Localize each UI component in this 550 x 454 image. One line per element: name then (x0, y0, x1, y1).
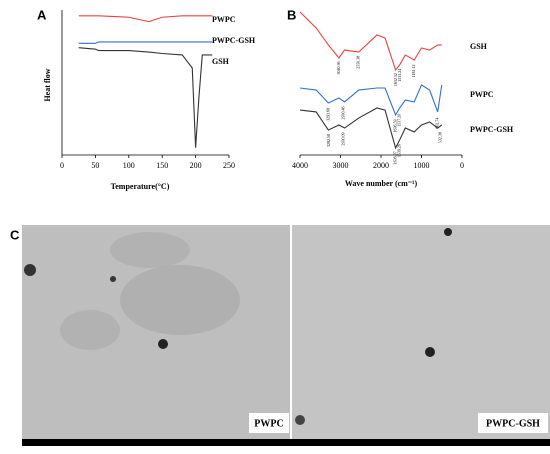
x-tick-label: 4000 (292, 161, 308, 170)
peak-label: 2930.09 (340, 133, 345, 146)
peak-label: 3293.68 (326, 108, 331, 121)
peak-label: 1533.24 (397, 69, 402, 82)
x-axis-label: Wave number (cm⁻¹) (345, 179, 418, 188)
series-label: GSH (470, 42, 488, 51)
x-tick-label: 0 (60, 161, 64, 170)
panel-label: C (10, 227, 20, 242)
particle (158, 339, 168, 349)
label-box (478, 413, 548, 433)
peak-label: 3040.36 (336, 62, 341, 75)
image-footer (22, 439, 550, 446)
image-label: PWPC (254, 418, 283, 429)
particle (295, 415, 305, 425)
series-label: PWPC (212, 15, 236, 24)
series-line (299, 84, 443, 117)
panel-a: A Temperature(°C) Heat flow PWPC PWPC-GS… (37, 7, 256, 190)
panel-c: C PWPC PWPC-GSH (10, 225, 550, 446)
panel-label: A (37, 7, 47, 22)
panel-label: B (287, 7, 296, 22)
region (110, 232, 190, 268)
peak-label: 3282.58 (326, 134, 331, 147)
peak-label: 1636.59 (393, 120, 398, 133)
peak-label: 1539.26 (397, 144, 402, 157)
x-axis-label: Temperature(°C) (111, 182, 170, 191)
region (120, 265, 240, 335)
region (60, 310, 120, 350)
x-tick-label: 200 (190, 161, 202, 170)
x-tick-label: 0 (460, 161, 464, 170)
series-line (299, 11, 442, 72)
particle (425, 347, 435, 357)
peak-label: 1636.37 (393, 151, 398, 164)
peak-label: 1537.20 (397, 114, 402, 127)
series-label: PWPC-GSH (470, 125, 514, 134)
particle (24, 264, 36, 276)
image-label: PWPC-GSH (486, 418, 540, 429)
x-tick-label: 3000 (333, 161, 349, 170)
x-tick-label: 250 (223, 161, 235, 170)
x-tick-label: 50 (91, 161, 99, 170)
series-label: PWPC (470, 90, 494, 99)
series-label: GSH (212, 57, 230, 66)
panel-b: B Wave number (cm⁻¹) GSH PWPC PWPC-GSH 4… (287, 7, 514, 187)
series-line (78, 41, 213, 44)
particle (444, 228, 452, 236)
peak-label: 602.74 (435, 118, 440, 129)
x-tick-label: 1000 (414, 161, 430, 170)
peak-label: 1632.32 (393, 73, 398, 86)
texture (292, 225, 550, 439)
peak-label: 2930.46 (340, 106, 345, 119)
x-tick-label: 2000 (373, 161, 389, 170)
series-line (299, 107, 443, 150)
series-line (78, 47, 213, 148)
peak-label: 2550.38 (356, 56, 361, 69)
peak-label: 1181.12 (411, 64, 416, 77)
peak-label: 532.38 (437, 132, 442, 143)
label-box (249, 413, 289, 433)
series-line (78, 15, 213, 23)
x-tick-label: 150 (156, 161, 168, 170)
series-label: PWPC-GSH (212, 36, 256, 45)
particle (110, 276, 116, 282)
y-axis-label: Heat flow (43, 68, 52, 101)
x-tick-label: 100 (123, 161, 135, 170)
